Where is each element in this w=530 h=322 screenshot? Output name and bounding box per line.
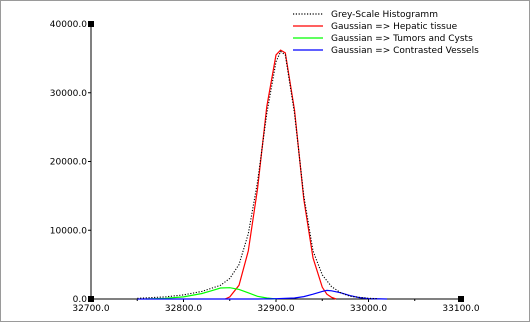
- axis-end-marker: [88, 21, 94, 27]
- legend: Grey-Scale Histogramm Gaussian => Hepatic…: [293, 10, 479, 56]
- y-tick-label: 30000.0: [50, 89, 87, 99]
- y-tick-label: 0.0: [73, 295, 88, 305]
- series-line-1: [137, 50, 378, 300]
- series-line-2: [224, 49, 337, 300]
- x-tick-label: 32900.0: [257, 304, 294, 314]
- y-tick-label: 10000.0: [50, 226, 87, 236]
- x-tick-label: 33100.0: [442, 304, 479, 314]
- series-line-3: [146, 287, 277, 300]
- y-tick-label: 20000.0: [50, 158, 87, 168]
- x-tick-label: 33000.0: [350, 304, 387, 314]
- legend-label-3: Gaussian => Tumors and Cysts: [331, 34, 473, 44]
- legend-label-2: Gaussian => Hepatic tissue: [331, 22, 458, 32]
- series-layer: [137, 49, 388, 300]
- axes: 0.0 10000.0 20000.0 30000.0 40000.0 32700.0 32…: [50, 20, 480, 314]
- legend-label-1: Grey-Scale Histogramm: [331, 10, 438, 20]
- x-tick-label: 32700.0: [72, 304, 109, 314]
- legend-label-4: Gaussian => Contrasted Vessels: [331, 46, 479, 56]
- y-tick-label: 40000.0: [50, 20, 87, 30]
- x-tick-label: 32800.0: [165, 304, 202, 314]
